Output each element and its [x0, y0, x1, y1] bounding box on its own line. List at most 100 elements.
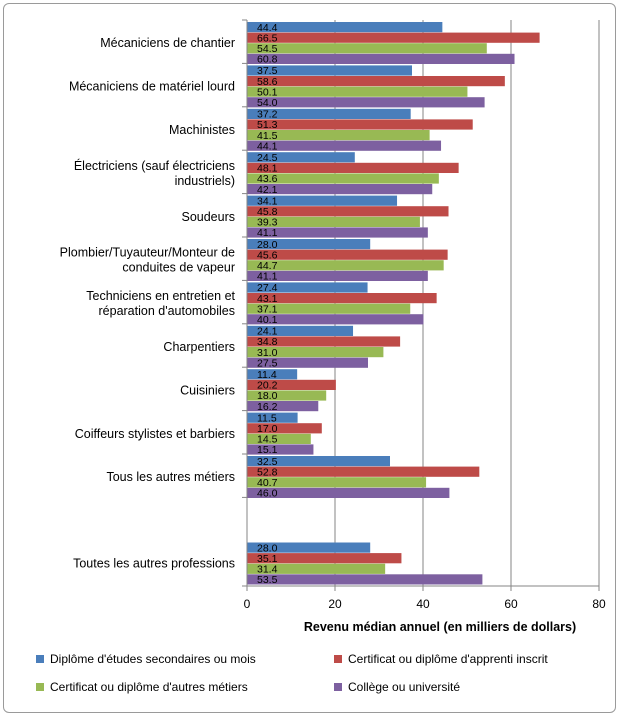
value-label-10-1: 52.8 — [257, 466, 278, 478]
bar-0-2 — [247, 43, 487, 54]
value-label-5-3: 41.1 — [257, 271, 278, 283]
value-label-5-1: 45.6 — [257, 249, 278, 261]
value-label-9-0: 11.5 — [257, 412, 277, 424]
bar-6-2 — [247, 303, 411, 314]
value-label-6-2: 37.1 — [257, 303, 278, 315]
category-label-line: réparation d'automobiles — [99, 304, 236, 318]
bar-6-3 — [247, 314, 424, 325]
value-label-8-3: 16.2 — [257, 401, 278, 413]
value-label-5-2: 44.7 — [257, 260, 278, 272]
value-label-1-1: 58.6 — [257, 76, 278, 88]
bar-4-1 — [247, 206, 449, 217]
category-label-line: industriels) — [175, 174, 235, 188]
category-label-11: Toutes les autres professions — [73, 557, 235, 571]
value-label-10-0: 32.5 — [257, 456, 278, 468]
value-label-0-1: 66.5 — [257, 32, 278, 44]
category-label-3: Électriciens (sauf électriciens industrie… — [74, 158, 235, 188]
value-label-8-2: 18.0 — [257, 390, 278, 402]
category-label-line: Coiffeurs stylistes et barbiers — [75, 427, 235, 441]
value-label-9-3: 15.1 — [257, 444, 278, 456]
value-label-1-3: 54.0 — [257, 97, 278, 109]
category-label-line: Soudeurs — [181, 210, 235, 224]
value-label-1-2: 50.1 — [257, 86, 278, 98]
value-label-2-2: 41.5 — [257, 130, 278, 142]
value-label-7-2: 31.0 — [257, 347, 278, 359]
bar-3-2 — [247, 173, 439, 184]
x-tick-label-40: 40 — [416, 597, 430, 611]
legend-label-1: Certificat ou diplôme d'apprenti inscrit — [348, 652, 548, 666]
bar-7-0 — [247, 325, 354, 336]
bar-11-0 — [247, 542, 371, 553]
bar-10-3 — [247, 487, 450, 498]
bar-6-0 — [247, 282, 368, 293]
category-label-0: Mécaniciens de chantier — [100, 36, 235, 50]
category-label-9: Coiffeurs stylistes et barbiers — [75, 427, 235, 441]
bar-7-1 — [247, 336, 401, 347]
value-label-6-0: 27.4 — [257, 282, 278, 294]
category-label-7: Charpentiers — [163, 340, 235, 354]
value-label-6-1: 43.1 — [257, 293, 278, 305]
value-label-9-2: 14.5 — [257, 434, 278, 446]
bar-1-0 — [247, 65, 412, 76]
value-label-11-0: 28.0 — [257, 542, 278, 554]
bar-7-2 — [247, 347, 384, 358]
bar-11-2 — [247, 563, 386, 574]
bar-5-2 — [247, 260, 444, 271]
legend-swatch-2 — [36, 683, 44, 691]
value-label-3-3: 42.1 — [257, 184, 278, 196]
bar-2-0 — [247, 108, 411, 119]
category-label-line: Toutes les autres professions — [73, 557, 235, 571]
bar-8-0 — [247, 369, 298, 380]
bar-5-0 — [247, 239, 371, 250]
bar-4-2 — [247, 216, 420, 227]
category-label-line: Machinistes — [169, 123, 235, 137]
bar-0-3 — [247, 53, 515, 64]
value-label-7-0: 24.1 — [257, 326, 278, 338]
value-label-2-0: 37.2 — [257, 109, 278, 121]
bar-2-1 — [247, 119, 473, 130]
bar-10-0 — [247, 456, 390, 467]
legend-swatch-3 — [334, 683, 342, 691]
bar-8-1 — [247, 379, 336, 390]
bar-8-2 — [247, 390, 327, 401]
x-tick-label-20: 20 — [328, 597, 342, 611]
bar-9-2 — [247, 433, 311, 444]
bar-3-3 — [247, 184, 433, 195]
bar-9-1 — [247, 423, 322, 434]
legend-label-3: Collège ou université — [348, 680, 460, 694]
bar-9-0 — [247, 412, 298, 423]
value-label-2-3: 44.1 — [257, 140, 278, 152]
x-axis-title: Revenu médian annuel (en milliers de dol… — [304, 620, 576, 634]
bar-4-3 — [247, 227, 428, 238]
value-label-11-2: 31.4 — [257, 564, 278, 576]
bar-9-3 — [247, 444, 314, 455]
bar-2-3 — [247, 140, 442, 151]
value-label-4-1: 45.8 — [257, 206, 278, 218]
bar-1-3 — [247, 97, 485, 108]
category-label-4: Soudeurs — [181, 210, 235, 224]
value-label-1-0: 37.5 — [257, 65, 278, 77]
bar-1-2 — [247, 86, 468, 97]
bar-4-0 — [247, 195, 398, 206]
value-label-4-3: 41.1 — [257, 227, 278, 239]
bar-8-3 — [247, 401, 319, 412]
bar-7-3 — [247, 357, 368, 368]
legend-label-2: Certificat ou diplôme d'autres métiers — [50, 680, 248, 694]
value-label-3-2: 43.6 — [257, 173, 278, 185]
bar-3-0 — [247, 152, 355, 163]
value-label-8-0: 11.4 — [257, 369, 277, 381]
value-label-3-1: 48.1 — [257, 163, 278, 175]
category-label-line: Charpentiers — [163, 340, 235, 354]
legend-label-0: Diplôme d'études secondaires ou mois — [50, 652, 256, 666]
legend-swatch-1 — [334, 655, 342, 663]
value-label-10-3: 46.0 — [257, 488, 278, 500]
category-label-line: Plombier/Tuyauteur/Monteur de — [60, 246, 235, 260]
bar-0-0 — [247, 22, 443, 33]
category-label-6: Techniciens en entretien et réparation d'… — [86, 289, 235, 318]
category-label-10: Tous les autres métiers — [106, 470, 235, 484]
bar-10-1 — [247, 466, 480, 477]
x-tick-label-60: 60 — [504, 597, 518, 611]
value-label-4-2: 39.3 — [257, 217, 278, 229]
value-label-10-2: 40.7 — [257, 477, 278, 489]
value-label-0-3: 60.8 — [257, 54, 278, 66]
